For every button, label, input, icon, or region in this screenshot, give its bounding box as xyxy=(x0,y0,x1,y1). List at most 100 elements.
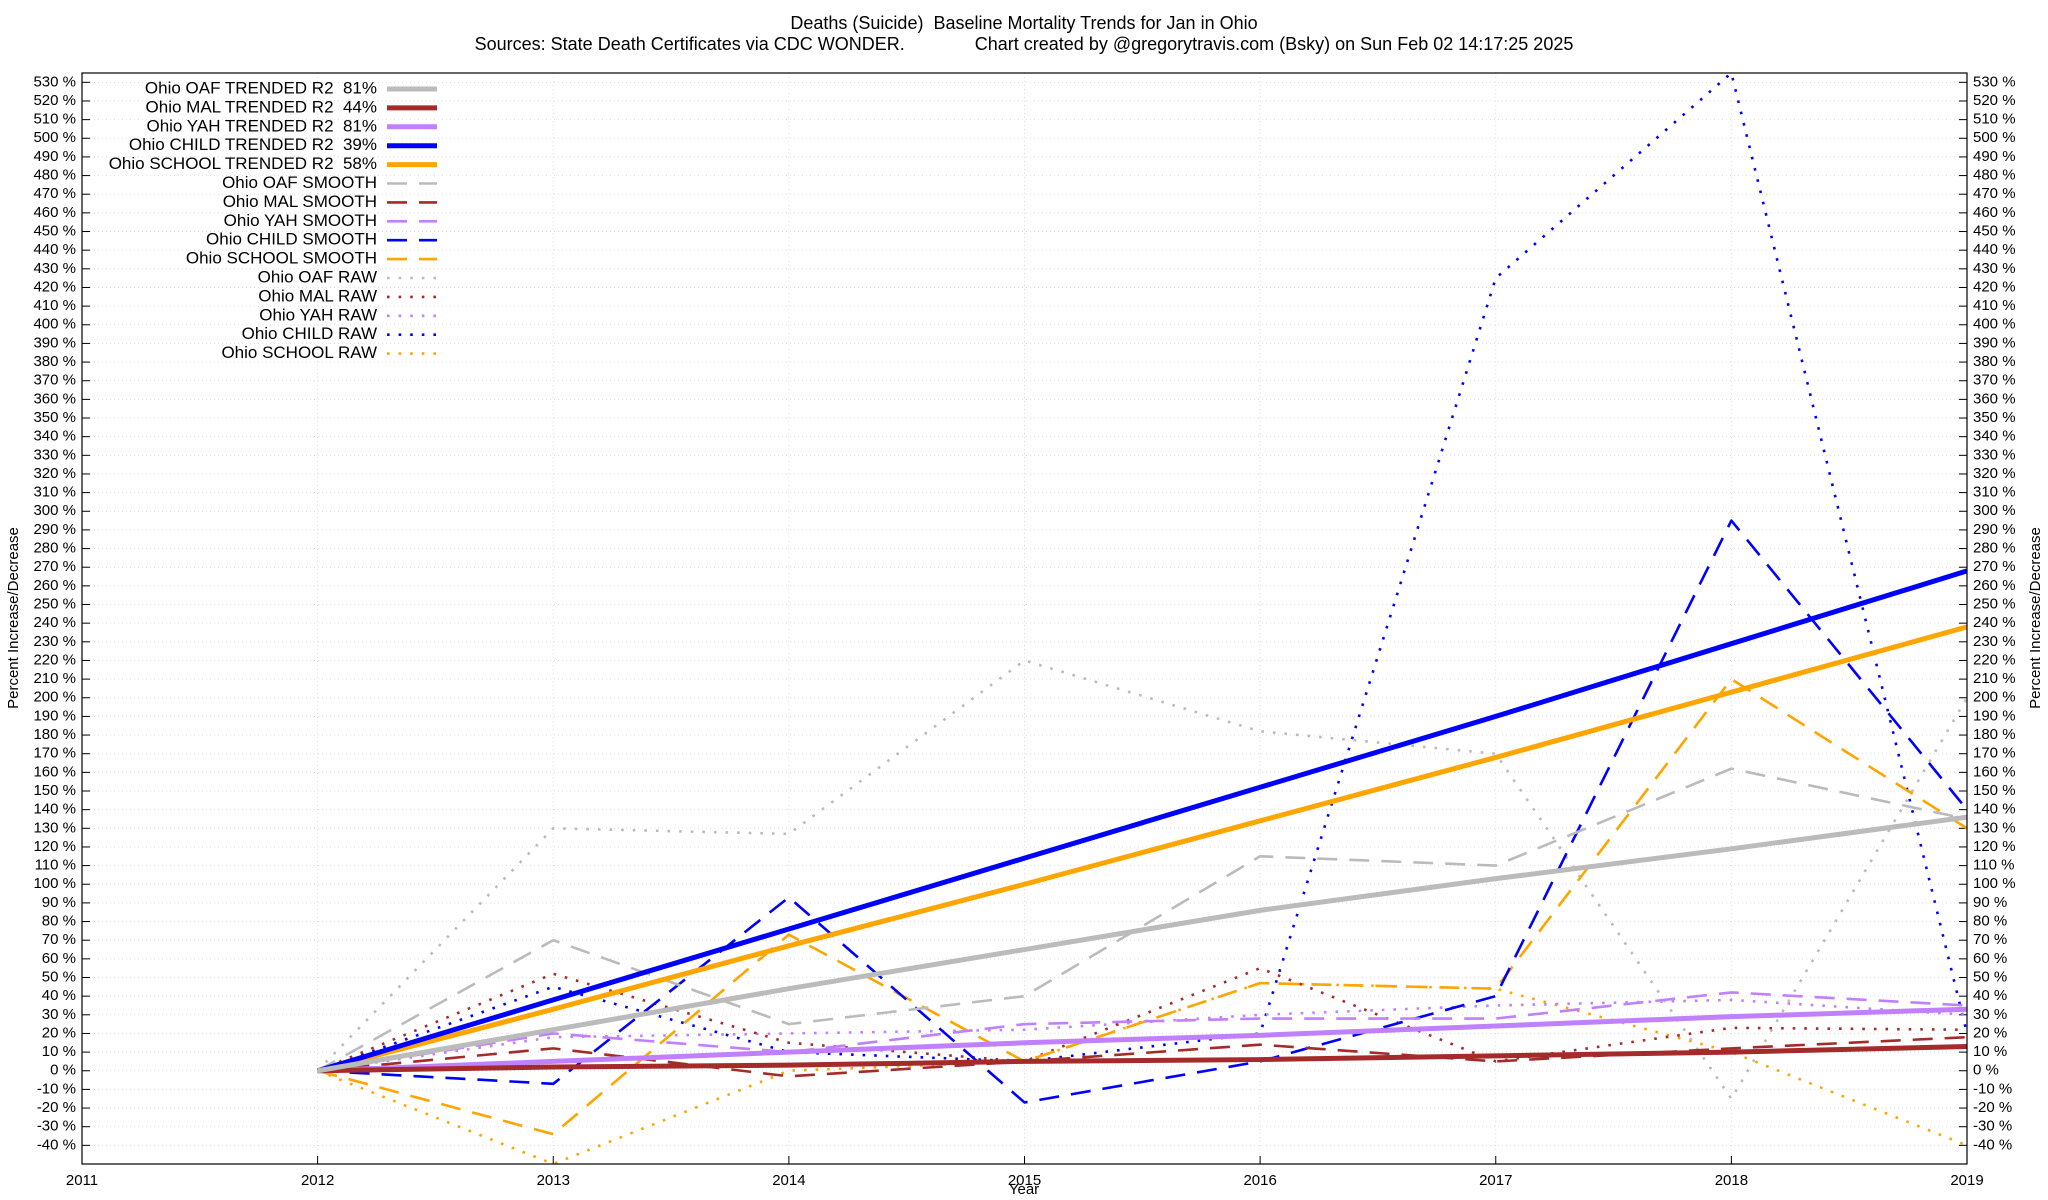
y2-tick-label: 90 % xyxy=(1973,894,2007,911)
y-tick-label: 20 % xyxy=(42,1024,76,1041)
series-line xyxy=(316,767,1967,1072)
y-tick-label: 260 % xyxy=(33,577,76,594)
y-tick-label: 490 % xyxy=(33,148,76,165)
y2-tick-label: 220 % xyxy=(1973,651,2016,668)
y2-tick-label: 130 % xyxy=(1973,819,2016,836)
y2-tick-label: 30 % xyxy=(1973,1006,2007,1023)
y2-tick-label: 410 % xyxy=(1973,297,2016,314)
plot-area xyxy=(316,73,1967,1164)
y-tick-label: 440 % xyxy=(33,241,76,258)
x-tick-label: 2011 xyxy=(66,1172,98,1189)
y-tick-label: 400 % xyxy=(33,316,76,333)
y-tick-label: 330 % xyxy=(33,446,76,463)
y2-tick-label: 300 % xyxy=(1973,502,2016,519)
series-line xyxy=(317,991,1967,1073)
y2-tick-label: 290 % xyxy=(1973,521,2016,538)
y-tick-label: 340 % xyxy=(33,428,76,445)
y-tick-label: 140 % xyxy=(33,801,76,818)
x-tick-label: 2016 xyxy=(1243,1172,1276,1189)
y2-tick-label: 0 % xyxy=(1973,1062,1999,1079)
y2-tick-label: 250 % xyxy=(1973,595,2016,612)
y-tick-label: 520 % xyxy=(33,92,76,109)
legend-label: Ohio YAH TRENDED R2 81% xyxy=(146,116,377,135)
y2-tick-label: 60 % xyxy=(1973,950,2007,967)
y-tick-label: 320 % xyxy=(33,465,76,482)
y-tick-label: 290 % xyxy=(33,521,76,538)
y2-tick-label: 430 % xyxy=(1973,260,2016,277)
y-tick-label: 510 % xyxy=(33,111,76,128)
legend-label: Ohio OAF TRENDED R2 81% xyxy=(145,78,377,97)
y2-tick-label: 160 % xyxy=(1973,763,2016,780)
grid: -40 % -40 %-30 % -30 %-20 % -20 %-10 % -10 %… xyxy=(33,73,2016,1189)
y2-tick-label: 490 % xyxy=(1973,148,2016,165)
y2-tick-label: 210 % xyxy=(1973,670,2016,687)
y2-tick-label: 110 % xyxy=(1973,857,2014,874)
y-tick-label: 500 % xyxy=(33,129,76,146)
y-tick-label: -10 % xyxy=(37,1080,76,1097)
y2-tick-label: 360 % xyxy=(1973,390,2016,407)
y-tick-label: 50 % xyxy=(42,968,76,985)
legend: Ohio OAF TRENDED R2 81%Ohio MAL TRENDED … xyxy=(109,78,437,362)
series-line xyxy=(316,568,1967,1074)
y2-tick-label: 240 % xyxy=(1973,614,2016,631)
plot-frame xyxy=(81,72,1968,1165)
series-line xyxy=(317,519,1967,1104)
y2-tick-label: 50 % xyxy=(1973,968,2007,985)
x-axis-label: Year xyxy=(1009,1181,1039,1198)
y-tick-label: 80 % xyxy=(42,913,76,930)
y-tick-label: 310 % xyxy=(33,484,76,501)
legend-label: Ohio MAL RAW xyxy=(258,286,377,305)
y2-tick-label: 180 % xyxy=(1973,726,2016,743)
y-tick-label: -40 % xyxy=(37,1136,76,1153)
y2-tick-label: 270 % xyxy=(1973,558,2016,575)
y2-tick-label: 440 % xyxy=(1973,241,2016,258)
y-tick-label: 100 % xyxy=(33,875,76,892)
y2-tick-label: -30 % xyxy=(1973,1118,2012,1135)
legend-label: Ohio CHILD TRENDED R2 39% xyxy=(129,135,377,154)
y2-tick-label: 100 % xyxy=(1973,875,2016,892)
y-tick-label: 270 % xyxy=(33,558,76,575)
y-tick-label: 160 % xyxy=(33,763,76,780)
y-tick-label: 0 % xyxy=(50,1062,76,1079)
y2-tick-label: 470 % xyxy=(1973,185,2016,202)
y2-axis-label: Percent Increase/Decrease xyxy=(2027,527,2044,709)
y-tick-label: 70 % xyxy=(42,931,76,948)
y-tick-label: 300 % xyxy=(33,502,76,519)
y-tick-label: 430 % xyxy=(33,260,76,277)
y2-tick-label: 420 % xyxy=(1973,278,2016,295)
y-tick-label: 280 % xyxy=(33,540,76,557)
y-tick-label: 530 % xyxy=(33,73,76,90)
y-tick-label: 150 % xyxy=(33,782,76,799)
y2-tick-label: 10 % xyxy=(1973,1043,2007,1060)
chart-subtitle: Sources: State Death Certificates via CD… xyxy=(475,34,1574,54)
y-tick-label: 470 % xyxy=(33,185,76,202)
y2-tick-label: -10 % xyxy=(1973,1080,2012,1097)
y2-tick-label: 200 % xyxy=(1973,689,2016,706)
legend-label: Ohio MAL TRENDED R2 44% xyxy=(146,97,377,116)
y-tick-label: 190 % xyxy=(33,707,76,724)
y-tick-label: 230 % xyxy=(33,633,76,650)
y-tick-label: 370 % xyxy=(33,372,76,389)
y-tick-label: 110 % xyxy=(35,857,76,874)
y-tick-label: 170 % xyxy=(33,745,76,762)
series-line xyxy=(317,1006,1967,1074)
y-tick-label: 220 % xyxy=(33,651,76,668)
y-tick-label: -30 % xyxy=(37,1118,76,1135)
y-tick-label: 200 % xyxy=(33,689,76,706)
y2-tick-label: 500 % xyxy=(1973,129,2016,146)
legend-label: Ohio OAF SMOOTH xyxy=(222,173,377,192)
series-line xyxy=(316,624,1967,1074)
y-tick-label: 390 % xyxy=(33,334,76,351)
y2-tick-label: -40 % xyxy=(1973,1136,2012,1153)
y2-tick-label: 460 % xyxy=(1973,204,2016,221)
y2-tick-label: 510 % xyxy=(1973,111,2016,128)
y2-tick-label: 340 % xyxy=(1973,428,2016,445)
y-tick-label: 90 % xyxy=(42,894,76,911)
y-tick-label: 380 % xyxy=(33,353,76,370)
legend-label: Ohio SCHOOL TRENDED R2 58% xyxy=(109,154,377,173)
y2-tick-label: 520 % xyxy=(1973,92,2016,109)
y2-tick-label: -20 % xyxy=(1973,1099,2012,1116)
y-tick-label: 410 % xyxy=(33,297,76,314)
legend-label: Ohio OAF RAW xyxy=(258,267,377,286)
